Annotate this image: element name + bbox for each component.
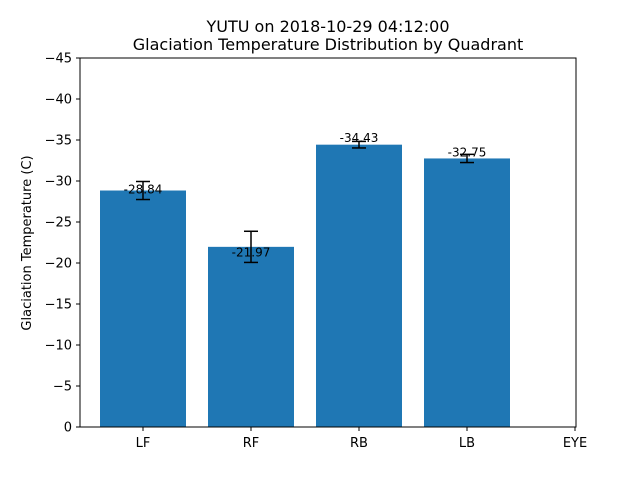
bar-rb: [316, 144, 402, 427]
plot-frame: [79, 57, 577, 428]
bar-rf: [208, 246, 294, 427]
y-tick-label: −15: [45, 298, 72, 313]
x-tick-label-lf: LF: [136, 436, 151, 451]
chart-subtitle: Glaciation Temperature Distribution by Q…: [133, 35, 524, 54]
data-label-lb: -32.75: [448, 146, 487, 160]
x-tick-label-rf: RF: [243, 436, 260, 451]
y-tick-label: −5: [53, 380, 72, 395]
y-tick-label: −45: [45, 52, 72, 67]
y-axis-label: Glaciation Temperature (C): [20, 155, 35, 330]
y-tick-label: −25: [45, 216, 72, 231]
y-tick-label: −40: [45, 93, 72, 108]
x-tick-label-lb: LB: [459, 436, 475, 451]
bar-lf: [100, 190, 186, 427]
y-tick-label: −35: [45, 134, 72, 149]
bar-lb: [424, 158, 510, 427]
data-label-rf: -21.97: [232, 245, 271, 259]
data-label-lf: -28.84: [124, 183, 163, 197]
x-tick-label-eye: EYE: [563, 436, 587, 451]
y-tick-label: −10: [45, 339, 72, 354]
data-label-rb: -34.43: [340, 131, 379, 145]
plot-area: -28.84 LF -21.97 RF -34.43 RB -32.75 LB EYE 0 −5 −1…: [45, 52, 588, 452]
y-tick-label: −20: [45, 257, 72, 272]
x-tick-label-rb: RB: [350, 436, 368, 451]
y-tick-label: −30: [45, 175, 72, 190]
y-tick-label: 0: [64, 421, 72, 436]
chart-title: YUTU on 2018-10-29 04:12:00: [206, 17, 450, 36]
